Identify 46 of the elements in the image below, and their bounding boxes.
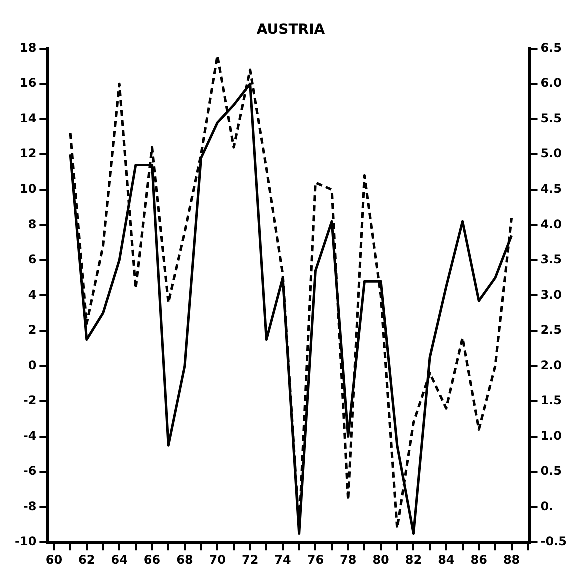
y2-tick-label: 1.5	[540, 394, 562, 408]
x-tick-label: 84	[438, 552, 455, 567]
y2-tick-label: 2.5	[540, 323, 562, 338]
y2-tick-label: 3.0	[540, 288, 562, 302]
x-tick-label: 72	[242, 552, 259, 567]
y-tick-label: 0	[28, 358, 37, 372]
y2-tick-label: 4.0	[540, 217, 562, 232]
y2-tick-label: -0.5	[540, 534, 568, 549]
y2-tick-label: 5.5	[540, 111, 562, 126]
y2-tick-label: 6.0	[540, 76, 562, 90]
y-tick-label: -6	[23, 464, 37, 478]
x-tick-label: 74	[274, 552, 292, 567]
y2-tick-label: 5.0	[540, 146, 562, 161]
x-tick-label: 62	[78, 552, 96, 567]
x-tick-label: 60	[46, 552, 63, 567]
y-tick-label: -8	[23, 499, 37, 514]
x-tick-label: 68	[176, 552, 194, 567]
y-tick-label: 14	[20, 111, 37, 126]
y-tick-label: 6	[28, 252, 37, 267]
y2-tick-label: 2.0	[540, 358, 562, 372]
y2-tick-label: 3.5	[540, 252, 562, 267]
y-tick-label: 4	[28, 288, 37, 302]
y-tick-label: 18	[20, 40, 37, 55]
y-tick-label: 2	[28, 323, 37, 338]
y-tick-label: -2	[23, 394, 37, 408]
y-tick-label: -10	[14, 534, 37, 549]
y2-tick-label: 1.0	[540, 428, 562, 443]
x-tick-label: 64	[111, 552, 128, 567]
y2-tick-label: 4.5	[540, 182, 562, 196]
x-tick-label: 78	[340, 552, 357, 567]
x-tick-label: 76	[307, 552, 324, 567]
x-tick-label: 80	[372, 552, 390, 567]
y-tick-label: 12	[20, 146, 37, 161]
x-tick-label: 66	[144, 552, 161, 567]
y-tick-label: 10	[20, 182, 37, 196]
y-tick-label: 8	[28, 217, 37, 232]
x-tick-label: 82	[405, 552, 422, 567]
x-tick-label: 88	[503, 552, 520, 567]
y2-tick-label: 0.	[540, 499, 554, 514]
y2-tick-label: 0.5	[540, 464, 562, 478]
x-tick-label: 70	[209, 552, 226, 567]
y2-tick-label: 6.5	[540, 40, 562, 55]
y-tick-label: 16	[20, 76, 37, 90]
x-tick-label: 86	[470, 552, 488, 567]
y-tick-label: -4	[23, 428, 37, 443]
chart-title: AUSTRIA	[256, 22, 326, 38]
